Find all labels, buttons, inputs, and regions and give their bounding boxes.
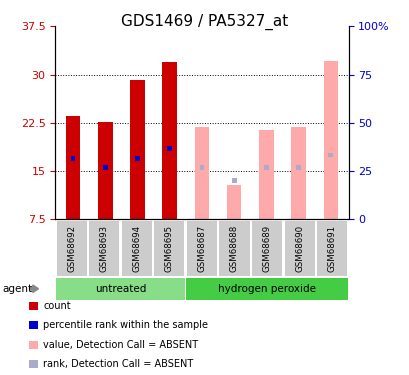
Bar [295,165,300,170]
Text: GSM68689: GSM68689 [262,225,271,272]
Text: rank, Detection Call = ABSENT: rank, Detection Call = ABSENT [43,359,193,369]
Text: value, Detection Call = ABSENT: value, Detection Call = ABSENT [43,340,198,350]
Bar [162,62,177,219]
Bar [231,178,236,183]
Text: GDS1469 / PA5327_at: GDS1469 / PA5327_at [121,14,288,30]
Text: GSM68688: GSM68688 [229,225,238,272]
Text: agent: agent [2,284,32,294]
Bar [258,130,273,219]
Bar [167,146,172,151]
Text: untreated: untreated [94,284,146,294]
Text: GSM68692: GSM68692 [67,225,76,272]
Text: percentile rank within the sample: percentile rank within the sample [43,320,207,330]
Bar [199,165,204,170]
Bar [194,127,209,219]
Text: GSM68691: GSM68691 [327,225,336,272]
Text: GSM68693: GSM68693 [99,225,108,272]
Bar [291,127,305,219]
Text: count: count [43,301,70,310]
Text: GSM68695: GSM68695 [164,225,173,272]
Bar [263,165,268,170]
Bar [103,165,108,170]
Bar [135,156,139,160]
Bar [98,122,112,219]
Bar [70,156,75,160]
Bar [226,185,241,219]
Text: hydrogen peroxide: hydrogen peroxide [218,284,315,294]
Bar [130,80,144,219]
Text: GSM68690: GSM68690 [294,225,303,272]
Text: GSM68694: GSM68694 [132,225,141,272]
Bar [323,61,337,219]
Bar [66,116,80,219]
Bar [328,153,333,158]
Text: GSM68687: GSM68687 [197,225,206,272]
